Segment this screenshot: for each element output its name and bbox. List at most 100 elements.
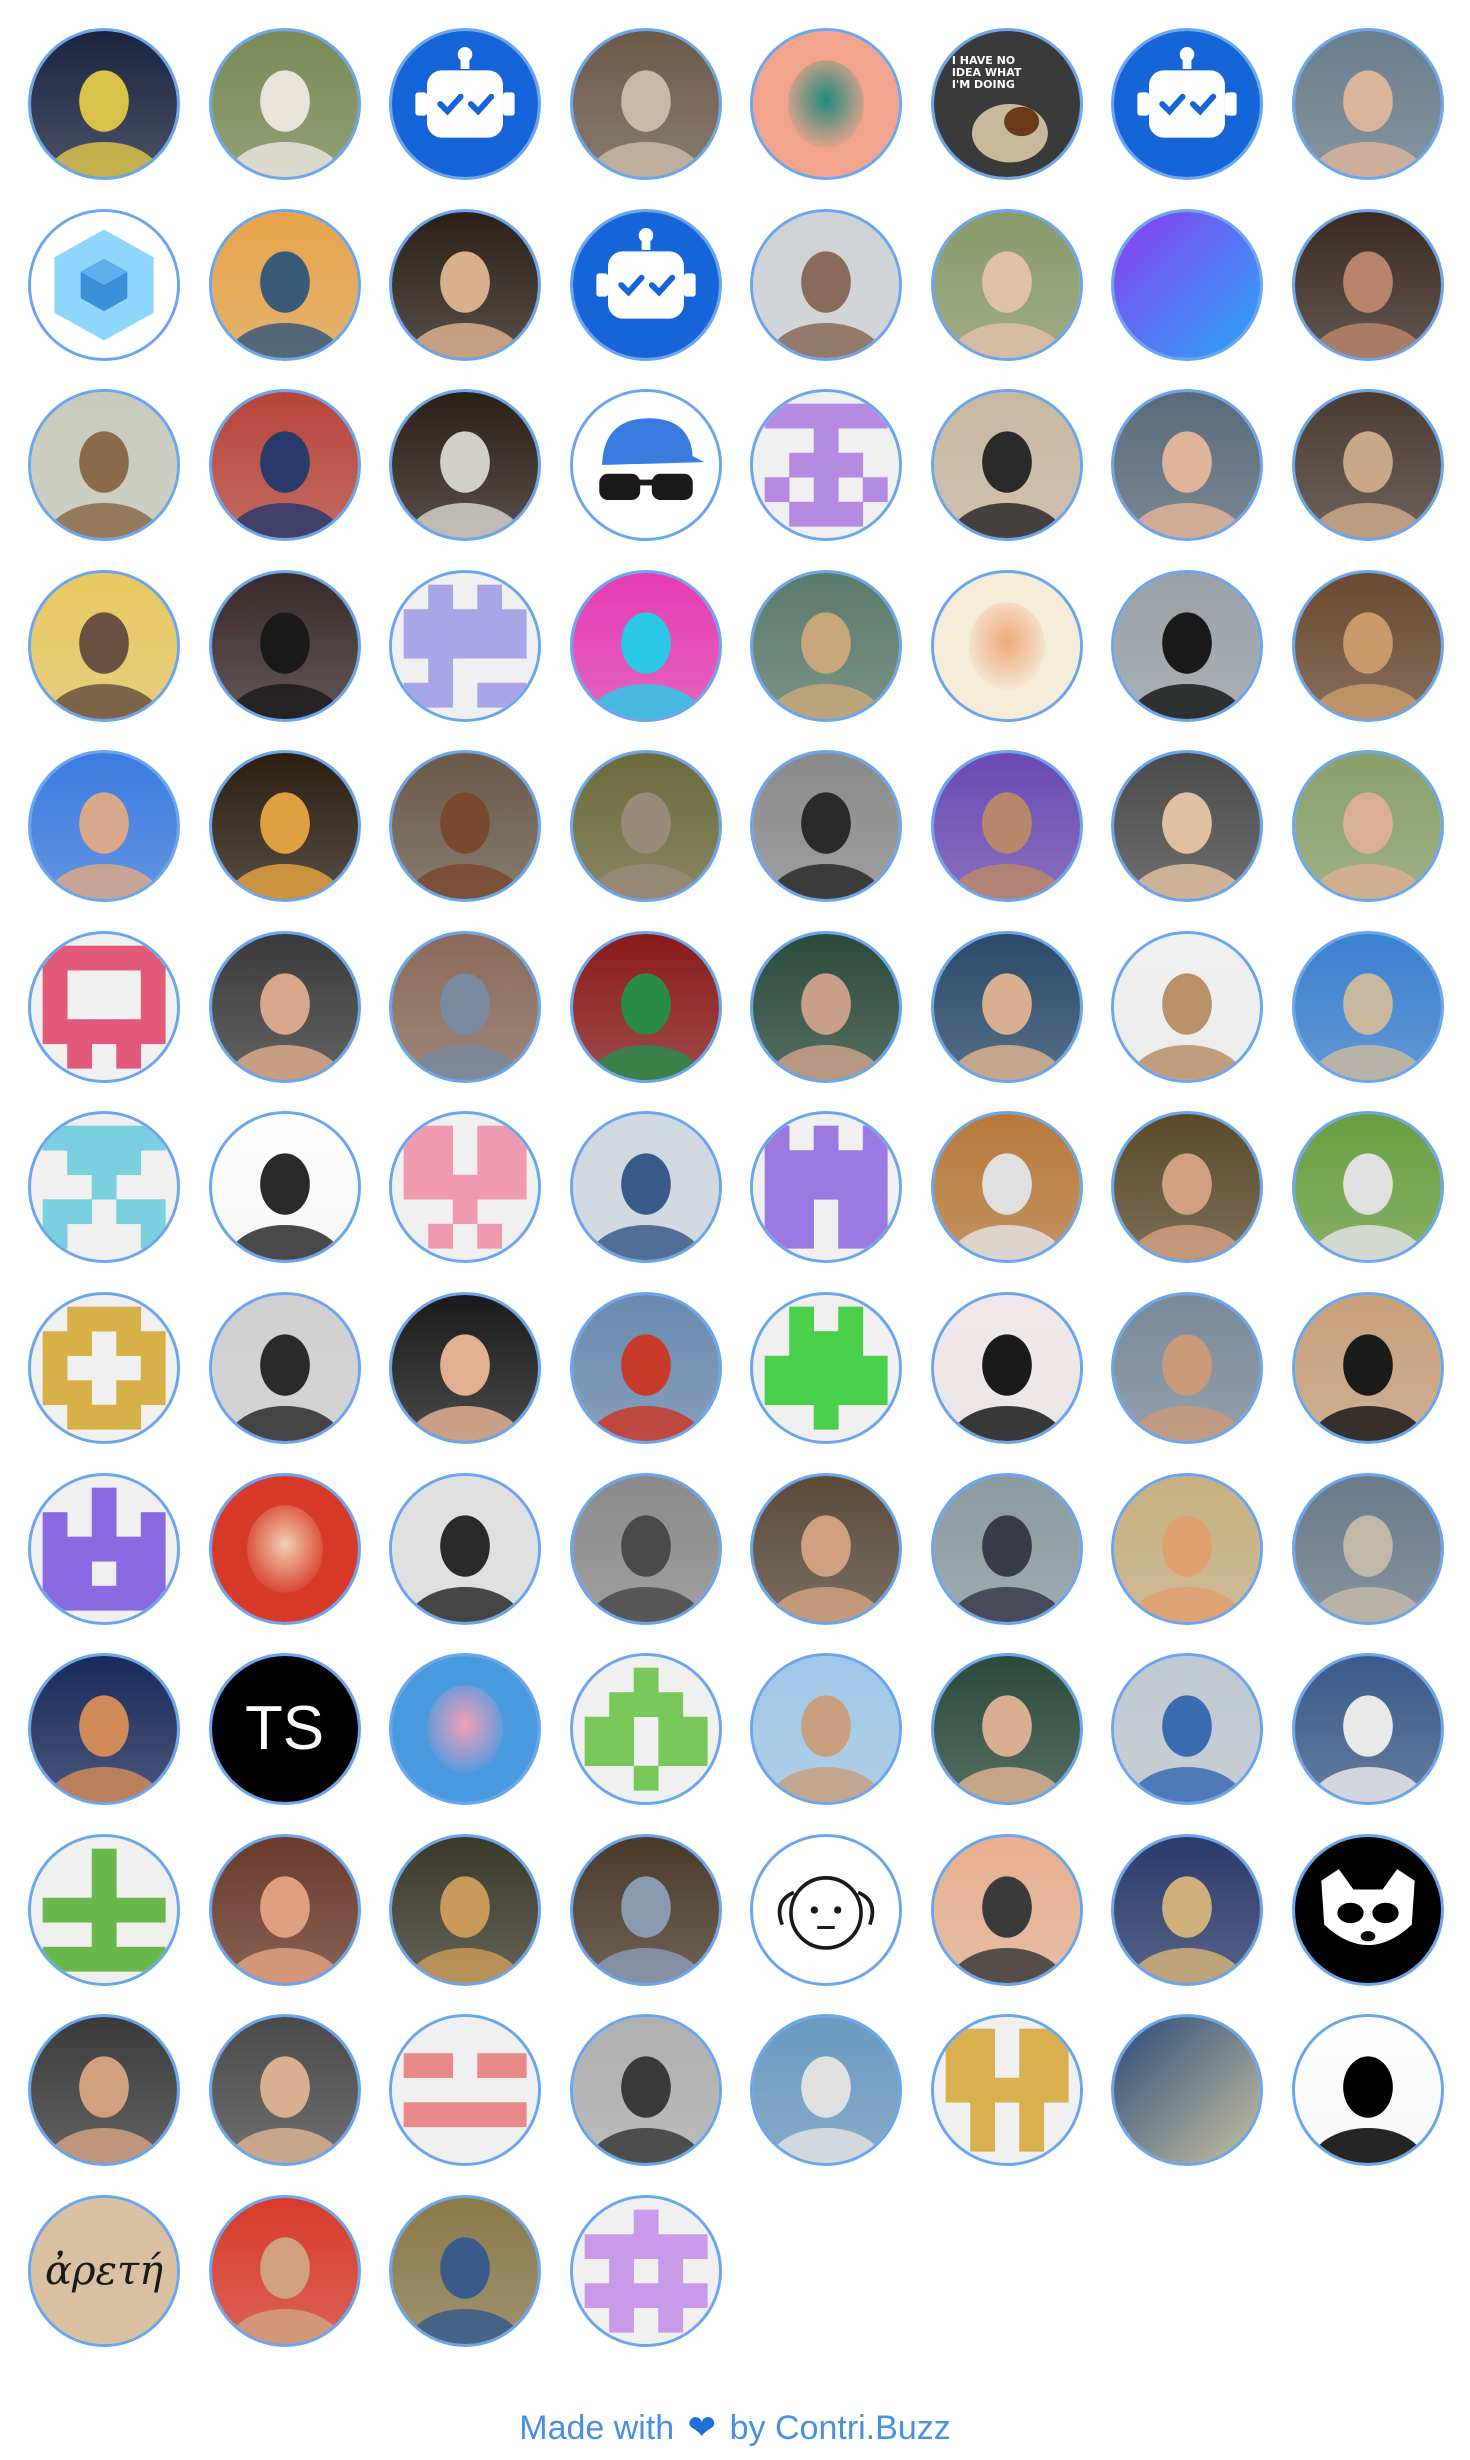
avatar-person-museum[interactable] xyxy=(569,1833,722,1986)
avatar-identicon-gold[interactable] xyxy=(28,1291,180,1444)
avatar-robot-bot[interactable] xyxy=(1111,28,1264,180)
avatar-person-thinking[interactable] xyxy=(1111,1111,1264,1264)
avatar-person-grin[interactable] xyxy=(930,1653,1083,1806)
avatar-geometric-pattern[interactable] xyxy=(28,28,180,180)
avatar-identicon-amber[interactable] xyxy=(930,2014,1083,2167)
avatar-person-headset[interactable] xyxy=(389,1291,542,1444)
avatar-robot-bot[interactable] xyxy=(389,28,542,180)
avatar-person-blond-short[interactable] xyxy=(930,930,1083,1083)
avatar-person-curly-brown[interactable] xyxy=(208,930,361,1083)
avatar-dog-on-grass[interactable] xyxy=(1291,1111,1444,1264)
avatar-person-dark-bg[interactable] xyxy=(208,1111,361,1264)
avatar-wizard[interactable] xyxy=(389,389,542,542)
avatar-identicon-indigo[interactable] xyxy=(28,1472,180,1625)
avatar-doge-painting[interactable] xyxy=(389,1833,542,1986)
avatar-person-lanyard[interactable] xyxy=(389,750,542,903)
avatar-person-neon[interactable] xyxy=(569,569,722,722)
avatar-person-shades[interactable] xyxy=(1111,1291,1264,1444)
avatar-bearded-illustration[interactable] xyxy=(750,28,903,180)
avatar-person-sea[interactable] xyxy=(750,2014,903,2167)
avatar-person-dark-hair[interactable] xyxy=(930,1291,1083,1444)
avatar-identicon-lime[interactable] xyxy=(569,1653,722,1806)
avatar-person-office[interactable] xyxy=(28,389,180,542)
avatar-identicon-rose[interactable] xyxy=(389,1111,542,1264)
avatar-person-bw-photo[interactable] xyxy=(569,2014,722,2167)
avatar-arete-text[interactable]: ἀρετή xyxy=(28,2194,180,2347)
avatar-person-dark-room[interactable] xyxy=(208,750,361,903)
avatar-person-blue[interactable] xyxy=(28,750,180,903)
avatar-abstract-infinity[interactable] xyxy=(1111,2014,1264,2167)
avatar-person-curly-hair[interactable] xyxy=(930,208,1083,361)
avatar-person-woman[interactable] xyxy=(1291,208,1444,361)
avatar-identicon-cyan[interactable] xyxy=(28,1111,180,1264)
avatar-identicon-orchid[interactable] xyxy=(569,2194,722,2347)
avatar-person-sunglasses[interactable] xyxy=(930,389,1083,542)
avatar-person-bw-glasses[interactable] xyxy=(750,750,903,903)
avatar-person-colorful-wall[interactable] xyxy=(208,389,361,542)
avatar-person-round-glasses[interactable] xyxy=(750,930,903,1083)
avatar-person-yellow-bg[interactable] xyxy=(28,569,180,722)
avatar-identicon-coral[interactable] xyxy=(389,2014,542,2167)
avatar-person-santa-hat[interactable] xyxy=(569,1291,722,1444)
avatar-person-smiling[interactable] xyxy=(389,208,542,361)
avatar-red-abstract-art[interactable] xyxy=(569,930,722,1083)
avatar-person-tshirt[interactable] xyxy=(1291,1291,1444,1444)
avatar-person-redhead[interactable] xyxy=(208,1833,361,1986)
avatar-person-outdoor[interactable] xyxy=(1291,750,1444,903)
avatar-person-street[interactable] xyxy=(389,930,542,1083)
avatar-group-photo[interactable] xyxy=(1291,1472,1444,1625)
avatar-person-young[interactable] xyxy=(28,2014,180,2167)
avatar-person-glasses-smile[interactable] xyxy=(389,1472,542,1625)
avatar-person-white-bg[interactable] xyxy=(1111,930,1264,1083)
avatar-anime-red-hair[interactable] xyxy=(208,1472,361,1625)
avatar-person-portrait[interactable] xyxy=(1291,28,1444,180)
avatar-person-glasses[interactable] xyxy=(1291,389,1444,542)
avatar-paper-plane[interactable] xyxy=(28,1653,180,1806)
avatar-gradient-orb[interactable] xyxy=(1111,208,1264,361)
avatar-person-forest[interactable] xyxy=(389,2194,542,2347)
avatar-doodle-face[interactable] xyxy=(750,1833,903,1986)
avatar-person-headphones[interactable] xyxy=(1111,1653,1264,1806)
avatar-person-red-jacket[interactable] xyxy=(208,2194,361,2347)
avatar-white-cat[interactable] xyxy=(208,28,361,180)
avatar-person-dark-hat[interactable] xyxy=(208,569,361,722)
contri-buzz-link[interactable]: Contri.Buzz xyxy=(775,2409,951,2447)
avatar-raccoon[interactable] xyxy=(1291,1833,1444,1986)
avatar-person-desk[interactable] xyxy=(930,1111,1083,1264)
avatar-person-mountains[interactable] xyxy=(1111,569,1264,722)
avatar-person-plaid[interactable] xyxy=(930,1472,1083,1625)
avatar-person-purple-hair[interactable] xyxy=(930,750,1083,903)
avatar-person-sky[interactable] xyxy=(750,1653,903,1806)
avatar-patrick-star[interactable] xyxy=(389,1653,542,1806)
avatar-person-sofa[interactable] xyxy=(569,750,722,903)
avatar-person-kimono[interactable] xyxy=(1291,569,1444,722)
avatar-person-car[interactable] xyxy=(569,1472,722,1625)
avatar-sky-hair[interactable] xyxy=(1291,930,1444,1083)
avatar-identicon-leaf[interactable] xyxy=(28,1833,180,1986)
avatar-cap-sunglasses[interactable] xyxy=(569,389,722,542)
avatar-anime-character[interactable] xyxy=(930,569,1083,722)
avatar-painting[interactable] xyxy=(750,569,903,722)
avatar-happy-cat[interactable] xyxy=(1291,1653,1444,1806)
avatar-identicon-green[interactable] xyxy=(750,1291,903,1444)
avatar-person-bowtie[interactable] xyxy=(208,1291,361,1444)
avatar-fantasy-art[interactable] xyxy=(1111,1833,1264,1986)
avatar-person-white-shirt[interactable] xyxy=(750,208,903,361)
avatar-person-ginger[interactable] xyxy=(1111,1472,1264,1625)
avatar-identicon-violet[interactable] xyxy=(750,1111,903,1264)
avatar-person-cap[interactable] xyxy=(930,1833,1083,1986)
avatar-robot-hexagon[interactable] xyxy=(569,208,722,361)
avatar-person-grey-bg[interactable] xyxy=(208,2014,361,2167)
avatar-identicon-pink[interactable] xyxy=(28,930,180,1083)
avatar-identicon-purple[interactable] xyxy=(750,389,903,542)
avatar-typescript-logo[interactable]: TS xyxy=(208,1653,361,1806)
avatar-person-blond[interactable] xyxy=(1111,750,1264,903)
avatar-identicon-lavender[interactable] xyxy=(389,569,542,722)
avatar-person-office-screens[interactable] xyxy=(1111,389,1264,542)
avatar-person-beard-smile[interactable] xyxy=(750,1472,903,1625)
avatar-dog-meme[interactable]: I HAVE NO IDEA WHAT I'M DOING xyxy=(930,28,1083,180)
avatar-person-sunset[interactable] xyxy=(208,208,361,361)
avatar-person-ski-goggles[interactable] xyxy=(569,1111,722,1264)
avatar-silhouette-art[interactable] xyxy=(1291,2014,1444,2167)
avatar-webpack-cube[interactable] xyxy=(28,208,180,361)
